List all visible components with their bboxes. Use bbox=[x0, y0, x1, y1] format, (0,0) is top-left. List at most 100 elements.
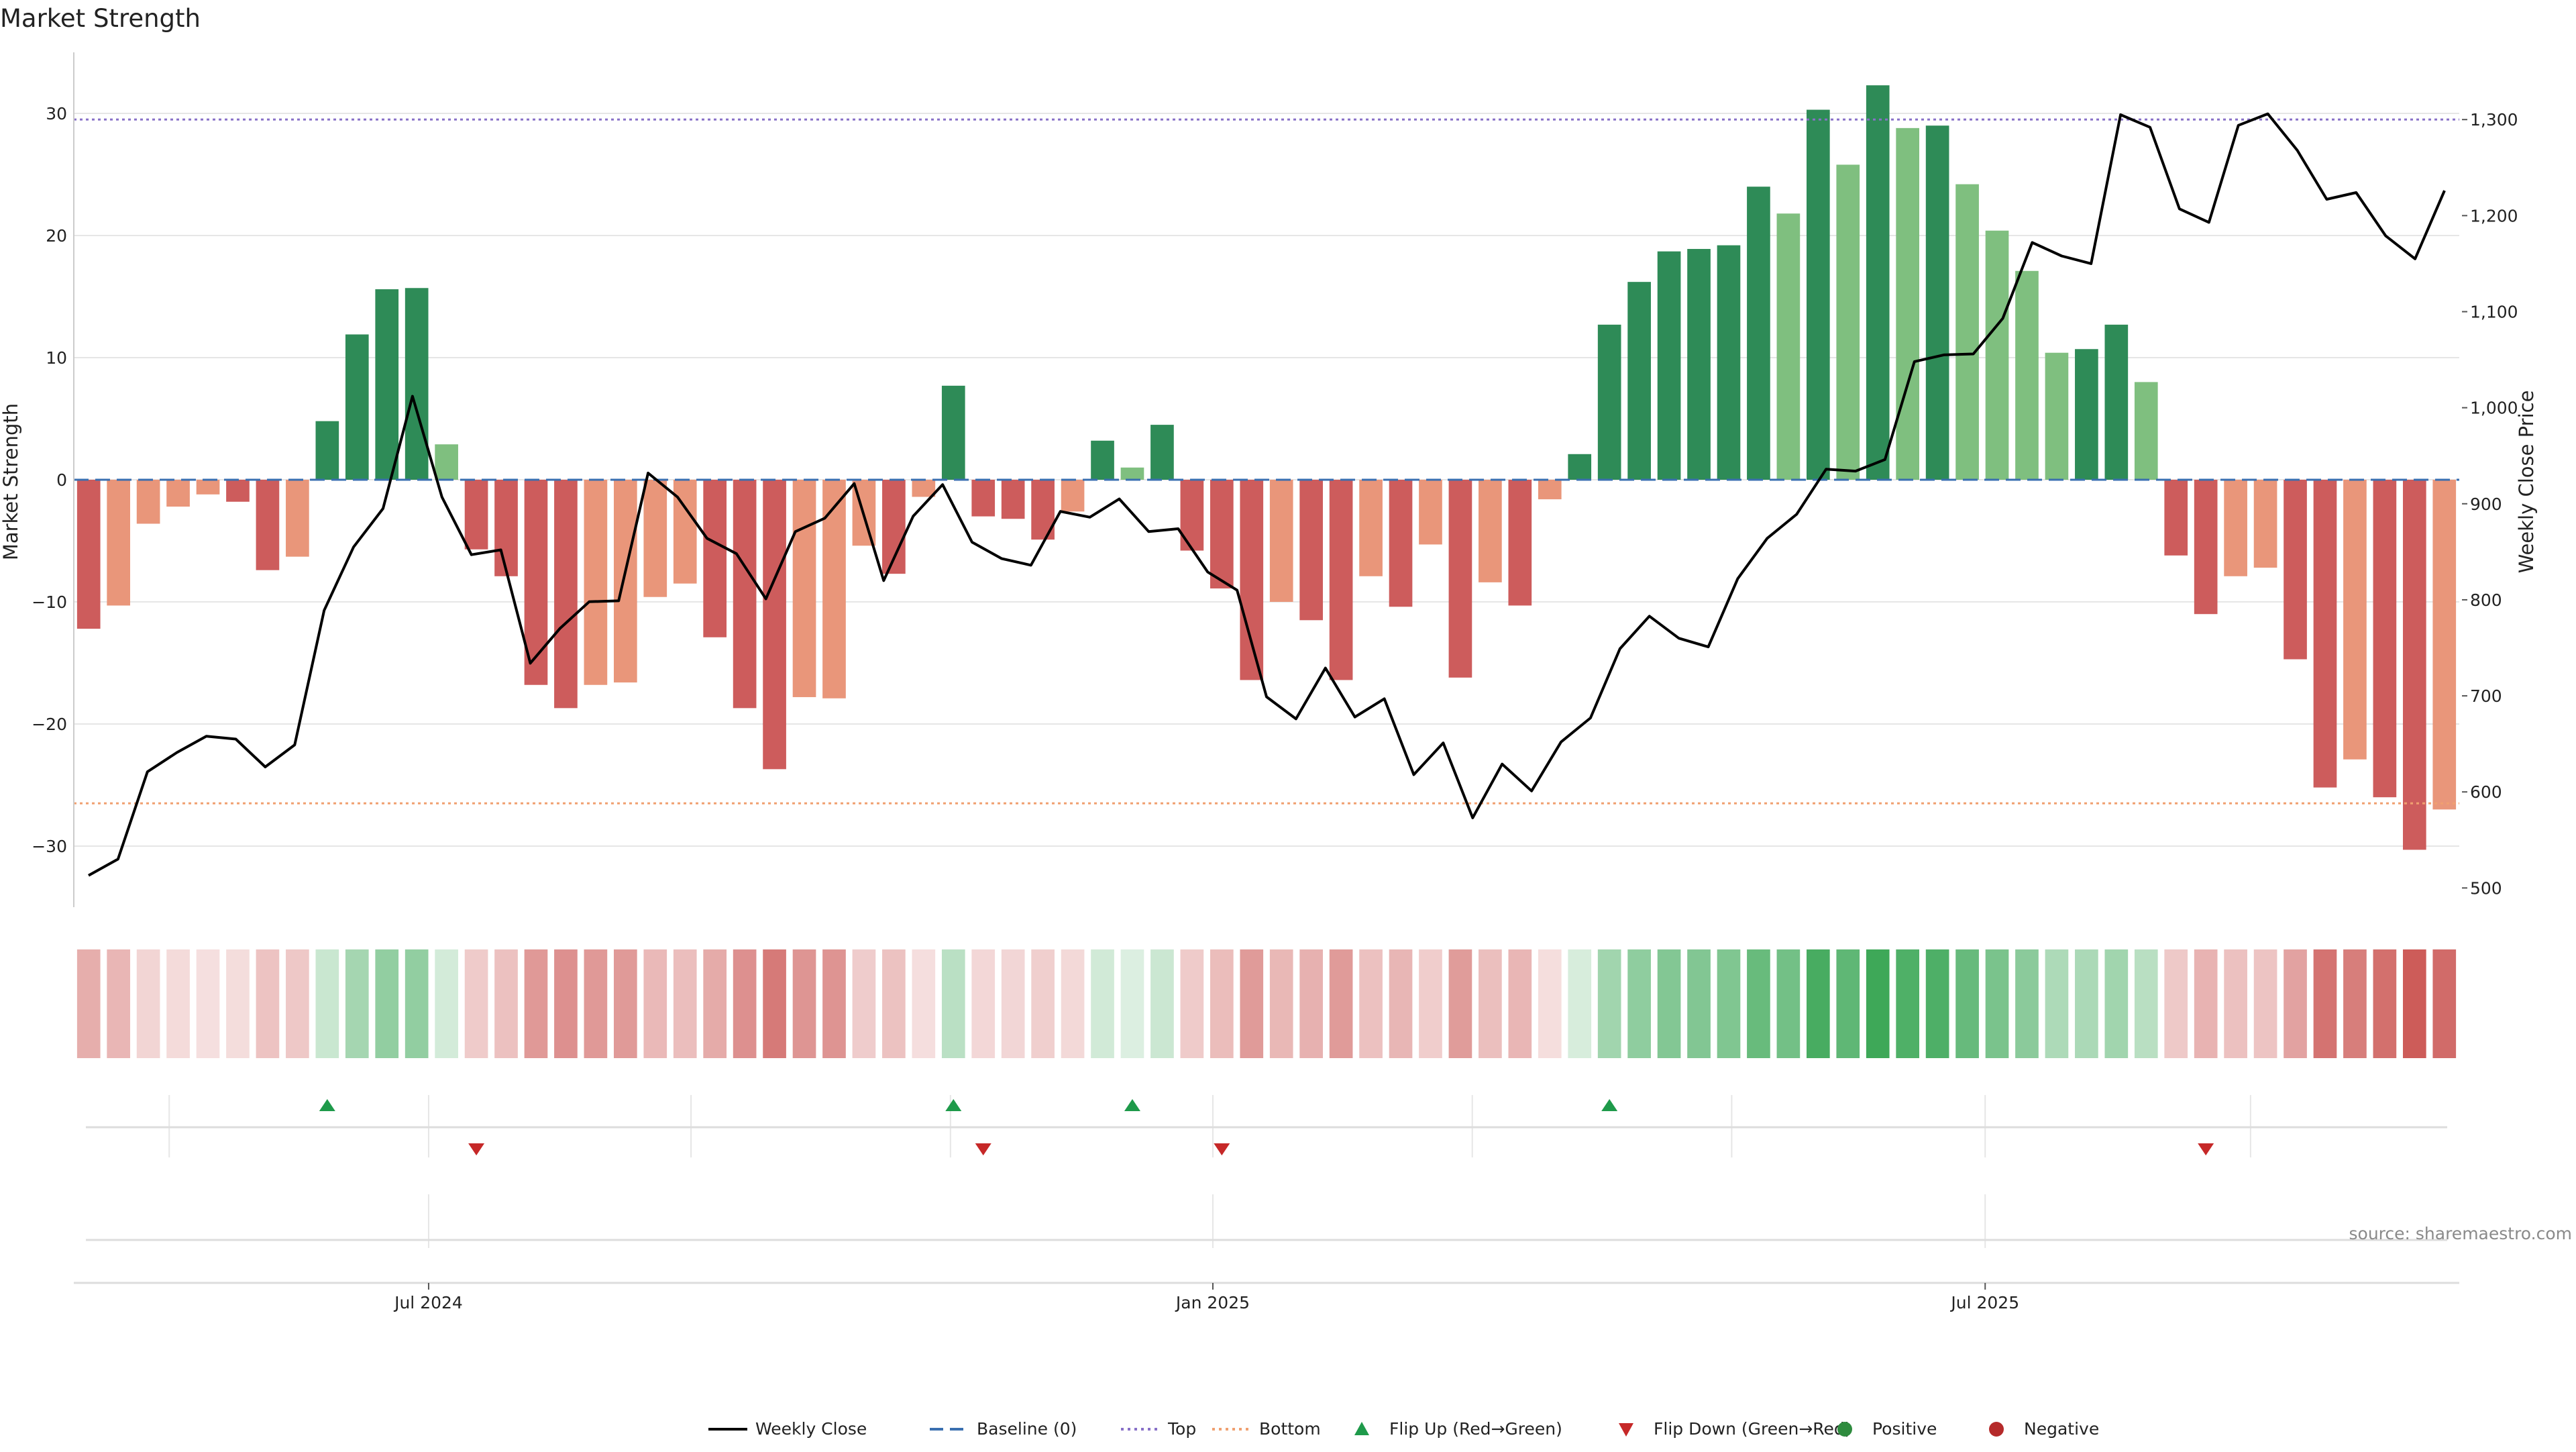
heat-strip-cell bbox=[1776, 949, 1801, 1058]
strength-bar bbox=[494, 480, 518, 576]
strength-bar bbox=[166, 480, 190, 507]
heat-strip-cell bbox=[107, 949, 131, 1058]
flip-up-marker bbox=[1601, 1099, 1618, 1111]
heat-strip-cell bbox=[2284, 949, 2307, 1058]
strength-bar bbox=[2313, 480, 2337, 788]
strength-bar bbox=[1925, 125, 1949, 480]
heat-strip-cell bbox=[584, 949, 608, 1058]
y2-tick-label: 1,000 bbox=[2470, 399, 2518, 418]
strength-bar bbox=[464, 480, 488, 550]
heat-strip-cell bbox=[315, 949, 339, 1058]
y2-tick-label: 1,100 bbox=[2470, 302, 2518, 321]
strength-bar bbox=[2045, 352, 2069, 480]
heat-strip-cell bbox=[76, 949, 101, 1058]
strength-bar bbox=[196, 480, 220, 495]
strength-bar bbox=[1061, 480, 1085, 512]
heat-strip-cell bbox=[196, 949, 220, 1058]
heat-strip-cell bbox=[464, 949, 488, 1058]
heat-strip-cell bbox=[2432, 949, 2457, 1058]
strength-bar bbox=[1985, 230, 2009, 480]
strength-bar bbox=[2134, 382, 2158, 480]
y2-tick-label: 1,200 bbox=[2470, 206, 2518, 225]
heat-strip-cell bbox=[2343, 949, 2367, 1058]
strength-bar bbox=[613, 480, 637, 683]
strength-bar bbox=[1091, 440, 1114, 480]
heat-strip-cell bbox=[1508, 949, 1532, 1058]
heat-strip-cell bbox=[2104, 949, 2129, 1058]
heat-strip-cell bbox=[792, 949, 816, 1058]
legend-item-bottom: Bottom bbox=[1212, 1419, 1321, 1439]
heat-strip-layer bbox=[76, 949, 2457, 1058]
heat-strip-cell bbox=[256, 949, 280, 1058]
y2-tick-label: 900 bbox=[2470, 495, 2502, 514]
heat-strip-cell bbox=[613, 949, 637, 1058]
strength-bar bbox=[1597, 324, 1621, 480]
x-tick-label: Jan 2025 bbox=[1175, 1293, 1250, 1312]
flip-up-marker bbox=[319, 1099, 335, 1111]
heat-strip-cell bbox=[1597, 949, 1621, 1058]
strength-bar bbox=[703, 480, 727, 637]
heat-strip-cell bbox=[673, 949, 697, 1058]
strength-bar bbox=[1508, 480, 1532, 606]
heat-strip-cell bbox=[1359, 949, 1383, 1058]
heat-strip-cell bbox=[1806, 949, 1830, 1058]
heat-strip-cell bbox=[1061, 949, 1085, 1058]
legend-item-top: Top bbox=[1121, 1419, 1196, 1439]
strength-bar bbox=[1329, 480, 1353, 680]
strength-bar bbox=[2015, 270, 2039, 480]
y-tick-label: −30 bbox=[32, 837, 67, 856]
strength-bar bbox=[1627, 282, 1651, 480]
y-tick-label: −20 bbox=[32, 715, 67, 734]
heat-strip-cell bbox=[1329, 949, 1353, 1058]
strength-bar bbox=[1657, 251, 1681, 480]
flip-down-marker bbox=[975, 1143, 991, 1155]
heat-strip-cell bbox=[345, 949, 369, 1058]
strength-bar bbox=[1448, 480, 1472, 678]
strength-bar bbox=[1896, 127, 1920, 480]
heat-strip-cell bbox=[1717, 949, 1741, 1058]
y-tick-label: 10 bbox=[46, 348, 67, 368]
legend-swatch bbox=[1989, 1422, 2004, 1437]
heat-strip-cell bbox=[2224, 949, 2247, 1058]
heat-strip-cell bbox=[1925, 949, 1949, 1058]
strength-bar bbox=[2224, 480, 2247, 576]
strength-bar bbox=[912, 480, 936, 497]
heat-strip-cell bbox=[1448, 949, 1472, 1058]
legend-label: Bottom bbox=[1259, 1419, 1321, 1439]
strength-bar bbox=[1299, 480, 1324, 621]
legend-label: Flip Up (Red→Green) bbox=[1389, 1419, 1562, 1439]
strength-bar bbox=[2253, 480, 2277, 568]
heat-strip-cell bbox=[2015, 949, 2039, 1058]
legend-item-weekly-close: Weekly Close bbox=[708, 1419, 867, 1439]
price-line-layer bbox=[88, 112, 2446, 877]
heat-strip-cell bbox=[524, 949, 548, 1058]
strength-bar bbox=[1776, 213, 1801, 480]
strength-bar bbox=[405, 288, 429, 480]
heat-strip-cell bbox=[971, 949, 996, 1058]
y2-axis-label: Weekly Close Price bbox=[2515, 391, 2538, 574]
strength-bar bbox=[1359, 480, 1383, 576]
heat-strip-cell bbox=[1091, 949, 1114, 1058]
strength-bar bbox=[226, 480, 250, 502]
heat-strip-cell bbox=[136, 949, 160, 1058]
heat-strip-cell bbox=[733, 949, 757, 1058]
strength-bar bbox=[435, 444, 458, 480]
legend-item-baseline-0: Baseline (0) bbox=[930, 1419, 1077, 1439]
y-tick-label: 20 bbox=[46, 226, 67, 246]
heat-strip-cell bbox=[1538, 949, 1562, 1058]
strength-bar bbox=[345, 334, 369, 480]
strength-bar bbox=[2343, 480, 2367, 760]
heat-strip-cell bbox=[2253, 949, 2277, 1058]
heat-strip-cell bbox=[643, 949, 667, 1058]
y-axis-label: Market Strength bbox=[0, 403, 22, 560]
strength-bar bbox=[2402, 480, 2426, 850]
flip-up-marker bbox=[945, 1099, 962, 1111]
strength-bar bbox=[584, 480, 608, 685]
heat-strip-cell bbox=[1240, 949, 1264, 1058]
heat-strip-cell bbox=[1269, 949, 1293, 1058]
legend-item-positive: Positive bbox=[1837, 1419, 1937, 1439]
flip-up-marker bbox=[1124, 1099, 1140, 1111]
strength-bar bbox=[2194, 480, 2218, 615]
heat-strip-cell bbox=[1150, 949, 1174, 1058]
